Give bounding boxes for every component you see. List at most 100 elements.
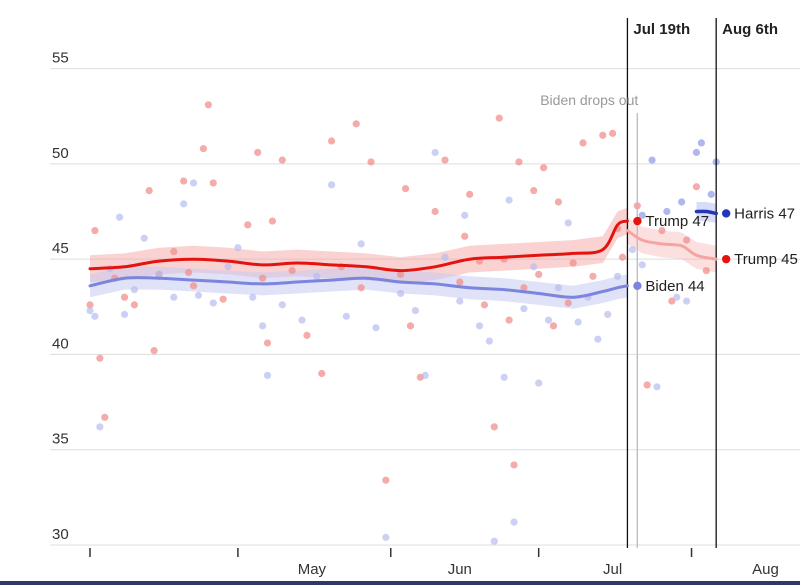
end-dot-biden bbox=[633, 281, 642, 291]
poll-dot-biden bbox=[653, 383, 661, 391]
poll-dot-trump bbox=[357, 284, 365, 292]
poll-dot-biden bbox=[461, 211, 469, 219]
poll-dot-trump bbox=[254, 148, 262, 157]
poll-dot-trump bbox=[96, 354, 104, 362]
poll-dot-trump bbox=[668, 297, 676, 305]
poll-dot-biden bbox=[594, 335, 602, 343]
poll-dot-trump bbox=[692, 183, 701, 191]
poll-dots bbox=[86, 101, 720, 545]
poll-dot-biden bbox=[530, 263, 538, 271]
poll-dot-biden bbox=[209, 299, 217, 307]
poll-dot-biden bbox=[327, 181, 336, 189]
poll-dot-biden bbox=[91, 312, 99, 320]
y-tick-label: 35 bbox=[52, 431, 69, 448]
poll-dot-trump bbox=[101, 413, 109, 421]
poll-dot-trump bbox=[288, 266, 296, 275]
y-tick-label: 55 bbox=[52, 50, 69, 67]
poll-dot-biden bbox=[194, 291, 203, 299]
trend-line-trump bbox=[88, 219, 629, 273]
poll-dot-biden bbox=[140, 234, 148, 242]
poll-dot-biden bbox=[382, 533, 390, 541]
poll-dot-trump bbox=[180, 177, 188, 185]
poll-dot-biden bbox=[638, 261, 646, 269]
end-dot-trump bbox=[633, 216, 642, 226]
poll-dot-biden bbox=[96, 423, 104, 431]
gridlines: 30 35 40 45 50 55 bbox=[50, 50, 800, 546]
poll-dot-biden bbox=[189, 179, 198, 187]
poll-dot-trump bbox=[258, 274, 267, 282]
poll-dot-trump bbox=[515, 158, 523, 166]
poll-dot-biden bbox=[441, 253, 449, 261]
poll-dot-trump bbox=[441, 156, 449, 164]
poll-dot-trump bbox=[618, 253, 627, 261]
poll-dot-biden bbox=[278, 301, 286, 309]
poll-dot-harris bbox=[678, 198, 686, 206]
poll-dot-biden bbox=[456, 297, 464, 305]
poll-dot-biden bbox=[431, 148, 439, 157]
poll-dot-trump bbox=[406, 322, 415, 330]
poll-dot-trump bbox=[219, 295, 227, 303]
y-tick-label: 40 bbox=[52, 335, 69, 352]
poll-dot-biden bbox=[544, 316, 553, 324]
poll-dot-biden bbox=[411, 307, 420, 315]
poll-dot-biden bbox=[263, 371, 272, 379]
trend-line-harris bbox=[694, 209, 718, 216]
poll-dot-trump bbox=[480, 301, 489, 309]
poll-dot-trump bbox=[244, 221, 252, 229]
poll-dot-trump bbox=[540, 164, 548, 172]
poll-dot-trump bbox=[145, 186, 153, 195]
x-axis: May Jun Jul Aug bbox=[89, 548, 779, 578]
x-tick-label: Jun bbox=[448, 561, 472, 578]
trend-line-trump bbox=[625, 229, 718, 261]
poll-dot-biden bbox=[682, 297, 691, 305]
poll-dot-biden bbox=[475, 322, 484, 330]
poll-dot-trump bbox=[86, 301, 94, 309]
bottom-border bbox=[0, 581, 800, 585]
poll-dot-trump bbox=[120, 293, 129, 301]
x-tick-label: Aug bbox=[752, 561, 779, 578]
poll-dot-trump bbox=[702, 266, 710, 275]
poll-dot-trump bbox=[579, 139, 587, 147]
poll-dot-trump bbox=[495, 114, 503, 122]
poll-dot-trump bbox=[327, 137, 336, 145]
poll-dot-biden bbox=[613, 272, 622, 280]
poll-dot-trump bbox=[554, 198, 563, 206]
poll-dot-harris bbox=[707, 190, 715, 198]
event-markers: Jul 19th Aug 6th Biden drops out bbox=[540, 18, 778, 548]
poll-dot-biden bbox=[170, 293, 178, 301]
poll-dot-biden bbox=[372, 324, 380, 332]
poll-dot-biden bbox=[224, 263, 232, 271]
poll-dot-biden bbox=[604, 310, 612, 319]
end-label-harris: Harris 47 bbox=[734, 205, 795, 222]
poll-dot-trump bbox=[352, 120, 360, 128]
poll-dot-biden bbox=[500, 373, 508, 381]
trend-lines bbox=[88, 209, 718, 299]
end-dot-harris bbox=[721, 209, 731, 218]
poll-dot-biden bbox=[421, 371, 429, 379]
poll-dot-trump bbox=[401, 185, 410, 193]
poll-dot-biden bbox=[490, 537, 498, 545]
poll-dot-trump bbox=[549, 322, 558, 330]
poll-dot-trump bbox=[189, 282, 198, 290]
poll-dot-biden bbox=[258, 322, 267, 330]
event-label-aug6: Aug 6th bbox=[722, 21, 778, 38]
poll-dot-trump bbox=[367, 158, 375, 166]
poll-dot-biden bbox=[155, 270, 163, 278]
event-label-jul19: Jul 19th bbox=[633, 21, 690, 38]
poll-dot-harris bbox=[663, 207, 671, 216]
poll-dot-biden bbox=[564, 219, 572, 227]
poll-dot-biden bbox=[130, 286, 138, 294]
poll-dot-trump bbox=[569, 259, 577, 267]
poll-dot-trump bbox=[589, 272, 597, 280]
poll-dot-trump bbox=[397, 270, 405, 278]
poll-dot-trump bbox=[466, 190, 474, 198]
poll-dot-trump bbox=[91, 226, 99, 235]
poll-dot-biden bbox=[120, 310, 129, 319]
annotation-label: Biden drops out bbox=[540, 92, 638, 108]
band-trump bbox=[90, 207, 628, 284]
poll-dot-trump bbox=[209, 179, 217, 187]
poll-dot-biden bbox=[313, 272, 321, 280]
poll-dot-biden bbox=[397, 289, 405, 298]
end-label-trump: Trump 45 bbox=[734, 251, 798, 268]
poll-dot-biden bbox=[554, 284, 563, 292]
